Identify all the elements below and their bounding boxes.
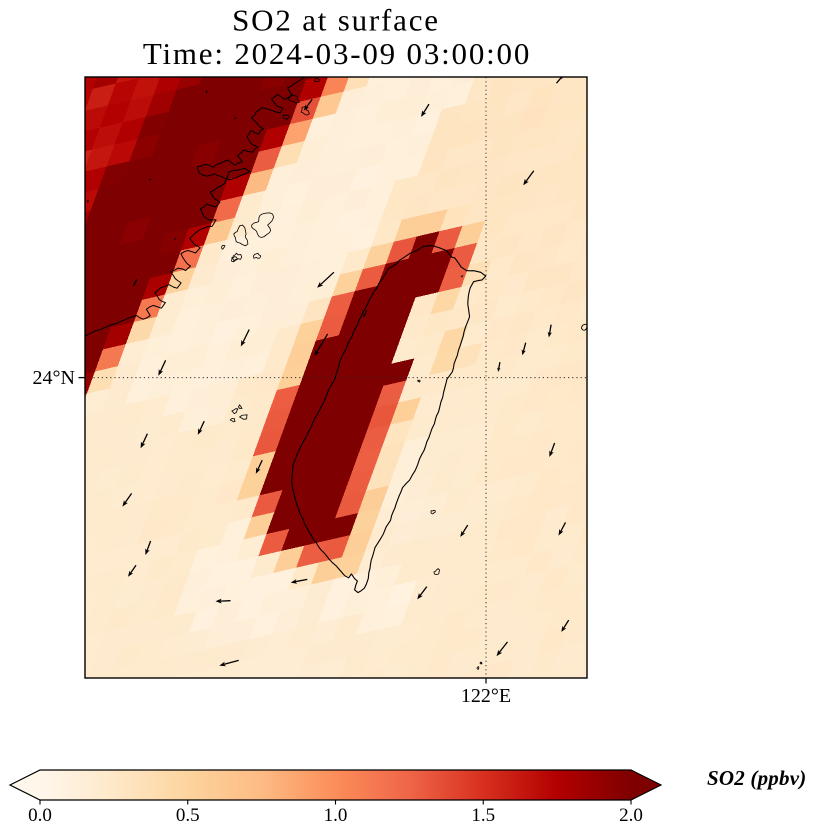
svg-text:SO2 at surface: SO2 at surface	[232, 3, 440, 38]
svg-text:SO2 (ppbv): SO2 (ppbv)	[707, 766, 806, 790]
svg-text:0.5: 0.5	[176, 805, 200, 826]
svg-text:2.0: 2.0	[619, 805, 643, 826]
svg-text:24°N: 24°N	[33, 367, 75, 389]
svg-text:1.0: 1.0	[324, 805, 348, 826]
svg-text:Time: 2024-03-09 03:00:00: Time: 2024-03-09 03:00:00	[143, 36, 531, 71]
svg-text:1.5: 1.5	[471, 805, 495, 826]
svg-text:0.0: 0.0	[28, 805, 52, 826]
svg-text:122°E: 122°E	[461, 685, 511, 707]
